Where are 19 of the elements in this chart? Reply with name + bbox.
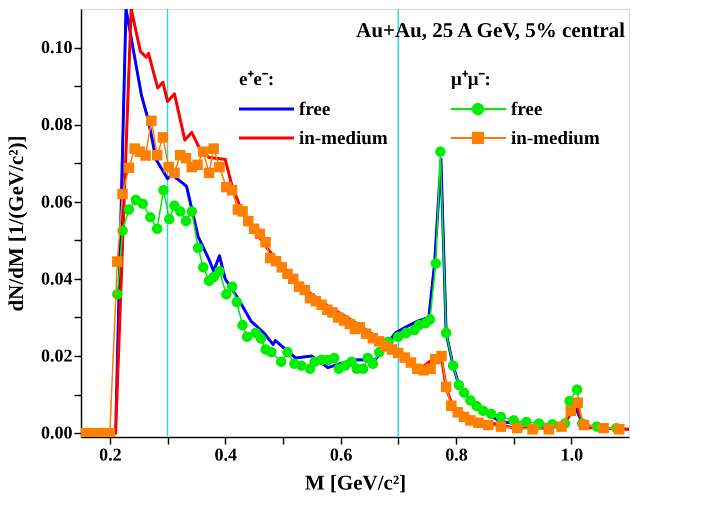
legend-label: free [511, 99, 542, 120]
annotation: e⁺e⁻: [239, 69, 274, 90]
x-tick-label: 0.6 [330, 444, 352, 464]
x-axis-title: M [GeV/c²] [304, 470, 406, 494]
legend-label: in-medium [511, 128, 600, 149]
x-tick-label: 0.2 [99, 444, 122, 464]
legend-label: in-medium [299, 128, 388, 149]
legend-label: free [299, 99, 330, 120]
x-tick-label: 0.8 [445, 444, 468, 464]
annotation: μ⁺μ⁻: [451, 69, 491, 90]
y-axis-title: dN/dM [1/(GeV/c²)] [4, 135, 28, 312]
y-tick-label: 0.06 [41, 191, 72, 212]
y-tick-label: 0.02 [41, 346, 72, 366]
x-tick-label: 0.4 [214, 444, 237, 464]
y-tick-label: 0.08 [41, 114, 72, 134]
y-tick-label: 0.00 [41, 422, 72, 443]
y-tick-label: 0.04 [41, 268, 72, 288]
x-tick-label: 1.0 [560, 444, 584, 464]
y-tick-label: 0.10 [41, 37, 72, 58]
